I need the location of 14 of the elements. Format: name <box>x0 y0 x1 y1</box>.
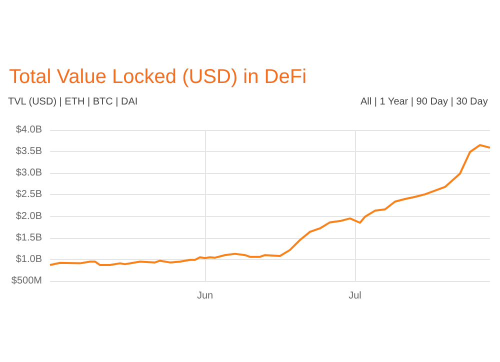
chart-title: Total Value Locked (USD) in DeFi <box>9 66 307 88</box>
text: All | 1 Year | 90 Day | 30 Day <box>360 96 488 108</box>
y-tick-label: $4.0B <box>16 124 42 136</box>
y-tick-label: $500M <box>11 276 42 286</box>
y-tick-label: $3.5B <box>16 146 42 158</box>
x-tick-label: Jun <box>196 290 214 302</box>
y-tick-label: $3.0B <box>16 168 42 179</box>
y-tick-label: $2.0B <box>16 210 42 222</box>
y-tick-label: $1.5B <box>16 232 42 244</box>
y-tick-label: $1.0B <box>16 254 42 265</box>
text: TVL (USD) | ETH | BTC | DAI <box>8 96 138 108</box>
line-series <box>49 144 491 266</box>
x-tick-label: Jul <box>348 290 362 302</box>
y-tick-label: $2.5B <box>16 189 42 200</box>
